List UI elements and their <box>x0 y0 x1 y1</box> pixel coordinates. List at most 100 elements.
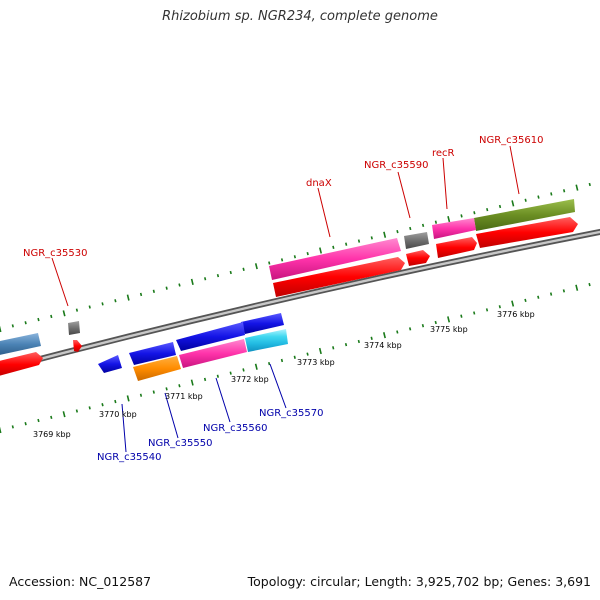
tick-mark <box>524 298 527 303</box>
gene-blue-mid[interactable] <box>176 322 245 351</box>
tick-mark <box>318 347 322 355</box>
tick-mark <box>409 226 412 231</box>
tick-mark <box>152 390 155 394</box>
tick-mark <box>344 342 348 347</box>
gene-label-c35610[interactable]: NGR_c35610 <box>479 135 544 146</box>
tick-mark <box>11 425 14 429</box>
tick-mark <box>293 355 296 359</box>
kbp-label-3771: 3771 kbp <box>165 392 203 401</box>
tick-mark <box>383 231 387 238</box>
tick-mark <box>229 371 232 375</box>
kbp-label-3775: 3775 kbp <box>430 325 468 334</box>
tick-mark <box>524 198 527 202</box>
gene-dnax[interactable] <box>269 238 401 280</box>
gene-orange[interactable] <box>133 356 181 381</box>
tick-mark <box>575 184 579 191</box>
tick-mark <box>126 395 130 402</box>
tick-mark <box>511 300 515 307</box>
gene-label-c35540[interactable]: NGR_c35540 <box>97 452 162 463</box>
gene-label-recr[interactable]: recR <box>432 148 455 159</box>
gene-label-c35570[interactable]: NGR_c35570 <box>259 408 324 419</box>
tick-mark <box>421 223 425 227</box>
tick-mark <box>537 295 540 299</box>
gene-c35570[interactable] <box>245 329 288 352</box>
kbp-label-3769: 3769 kbp <box>33 430 71 439</box>
tick-mark <box>575 284 579 291</box>
tick-mark <box>408 327 412 331</box>
tick-mark <box>434 320 437 325</box>
leader-c35570 <box>269 363 287 409</box>
tick-mark <box>511 200 515 207</box>
tick-mark <box>447 215 451 223</box>
kbp-label-3773: 3773 kbp <box>297 358 335 367</box>
gene-labels-reverse: NGR_c35540 NGR_c35550 NGR_c35560 NGR_c35… <box>97 408 324 463</box>
gene-label-c35550[interactable]: NGR_c35550 <box>148 438 213 449</box>
leader-c35530 <box>51 257 69 307</box>
tick-mark <box>50 314 53 319</box>
gene-red-tiny[interactable] <box>73 340 82 352</box>
gene-c35540[interactable] <box>98 355 122 373</box>
tick-mark <box>0 325 2 333</box>
tick-mark <box>498 305 501 309</box>
tick-mark <box>460 314 463 318</box>
accession-text: Accession: NC_012587 <box>9 574 152 589</box>
tick-mark <box>332 245 335 249</box>
tick-mark <box>293 255 297 259</box>
tick-mark <box>460 214 463 218</box>
kbp-labels: 3769 kbp 3770 kbp 3771 kbp 3772 kbp 3773… <box>33 310 535 439</box>
tick-mark <box>268 261 271 265</box>
tick-mark <box>24 422 27 426</box>
tick-mark <box>357 239 361 243</box>
tick-mark <box>50 415 53 420</box>
tick-mark <box>216 273 220 278</box>
tick-mark <box>37 418 40 423</box>
gene-red-long[interactable] <box>273 257 405 297</box>
gene-labels-forward: NGR_c35530 dnaX NGR_c35590 recR NGR_c356… <box>23 135 544 259</box>
tick-mark <box>126 294 130 301</box>
gene-c35590[interactable] <box>404 232 429 249</box>
tick-mark <box>345 242 348 246</box>
tick-mark <box>332 346 335 350</box>
tick-mark <box>382 332 386 339</box>
tick-mark <box>11 324 14 328</box>
gene-label-c35590[interactable]: NGR_c35590 <box>364 160 429 171</box>
tick-mark <box>114 399 117 404</box>
tick-mark <box>75 409 79 413</box>
tick-mark <box>498 204 502 209</box>
tick-mark <box>588 182 591 187</box>
kbp-label-3774: 3774 kbp <box>364 341 402 350</box>
gene-c35560[interactable] <box>179 339 247 368</box>
gene-c35550[interactable] <box>129 342 176 365</box>
tick-mark <box>216 374 220 378</box>
tick-mark <box>562 289 566 293</box>
leader-c35550 <box>164 392 179 439</box>
tick-mark <box>37 317 40 322</box>
gene-red-left[interactable] <box>0 352 43 377</box>
gene-red-far-right[interactable] <box>476 217 578 248</box>
forward-strand-genes <box>0 199 575 373</box>
tick-mark <box>473 311 476 315</box>
leader-c35540 <box>121 403 127 453</box>
tick-mark <box>152 289 155 293</box>
gene-blue-top[interactable] <box>241 313 284 334</box>
gene-label-c35560[interactable]: NGR_c35560 <box>203 423 268 434</box>
gene-c35530[interactable] <box>68 321 80 335</box>
gene-recr[interactable] <box>432 218 476 239</box>
tick-mark <box>370 236 373 240</box>
tick-mark <box>486 207 489 212</box>
tick-mark <box>357 339 360 344</box>
genome-summary-text: Topology: circular; Length: 3,925,702 bp… <box>247 574 591 589</box>
gene-red-small[interactable] <box>406 250 430 266</box>
tick-mark <box>396 229 399 234</box>
kbp-label-3776: 3776 kbp <box>497 310 535 319</box>
tick-mark <box>62 310 66 317</box>
gene-red-recr[interactable] <box>436 237 477 258</box>
tick-mark <box>254 263 258 270</box>
gene-c35610[interactable] <box>474 199 575 231</box>
map-title: Rhizobium sp. NGR234, complete genome <box>162 9 438 24</box>
gene-label-dnax[interactable]: dnaX <box>306 178 332 189</box>
kbp-label-3772: 3772 kbp <box>231 375 269 384</box>
gene-steel[interactable] <box>0 333 41 356</box>
gene-label-c35530[interactable]: NGR_c35530 <box>23 248 88 259</box>
